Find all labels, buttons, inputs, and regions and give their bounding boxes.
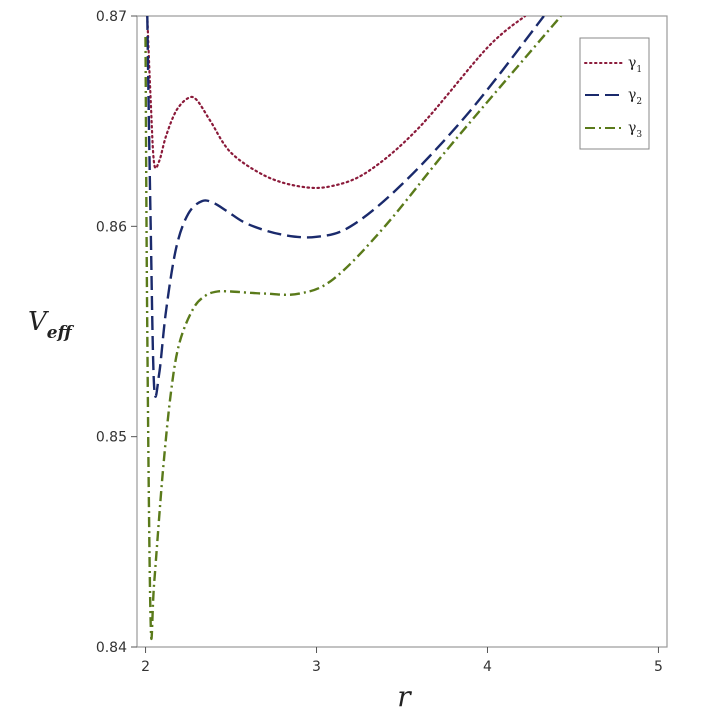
series-line-3 <box>144 16 562 641</box>
plot-frame <box>136 15 668 648</box>
y-axis-label-main: V <box>28 307 49 337</box>
y-tick-label: 0.84 <box>96 640 127 656</box>
legend-box <box>579 37 650 150</box>
legend-label-3-sub: 3 <box>636 130 642 140</box>
x-axis-label: r <box>397 680 412 713</box>
series-layer <box>144 16 562 641</box>
y-tick-label: 0.86 <box>96 219 127 235</box>
legend: γ1 γ2 γ3 <box>579 37 650 150</box>
y-axis-ticks: 0.84 0.85 0.86 0.87 <box>96 9 137 656</box>
legend-label-1-main: γ <box>628 55 636 71</box>
legend-label-1: γ1 <box>628 55 642 75</box>
legend-label-2-main: γ <box>628 87 636 103</box>
x-tick-label: 5 <box>654 659 663 675</box>
y-tick-label: 0.85 <box>96 430 127 446</box>
legend-label-3: γ3 <box>628 120 642 140</box>
legend-label-2: γ2 <box>628 87 642 107</box>
legend-label-2-sub: 2 <box>636 97 642 107</box>
y-tick-label: 0.87 <box>96 9 127 25</box>
y-axis-label-subscript: eff <box>47 323 75 343</box>
legend-label-3-main: γ <box>628 120 636 136</box>
y-axis-label: Veff <box>28 307 75 343</box>
x-tick-label: 3 <box>312 659 321 675</box>
legend-label-1-sub: 1 <box>636 65 642 75</box>
x-tick-label: 4 <box>483 659 492 675</box>
x-tick-label: 2 <box>141 659 150 675</box>
series-line-2 <box>146 16 545 398</box>
x-axis-ticks: 2 3 4 5 <box>141 647 663 675</box>
series-line-1 <box>146 16 527 190</box>
